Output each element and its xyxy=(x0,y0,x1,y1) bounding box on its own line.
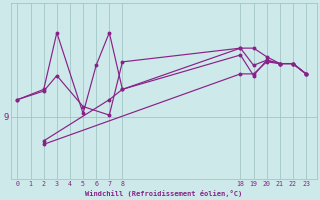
X-axis label: Windchill (Refroidissement éolien,°C): Windchill (Refroidissement éolien,°C) xyxy=(85,190,242,197)
